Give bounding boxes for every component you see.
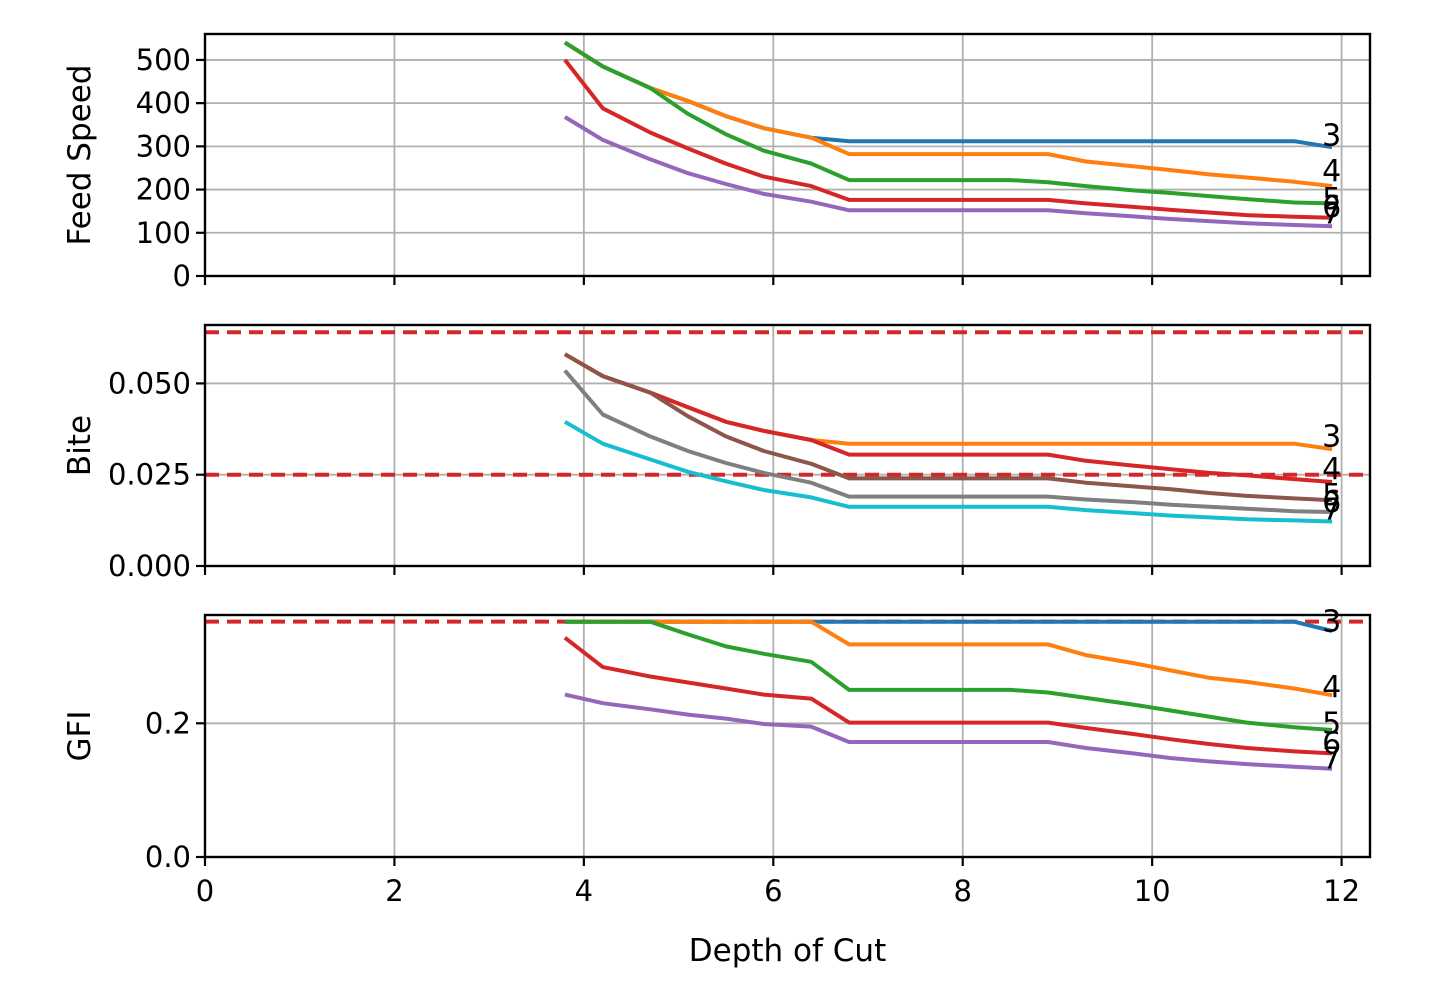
- gfi-end-label-4: 4: [1322, 670, 1341, 705]
- bite-series-7-line: [563, 420, 1333, 524]
- bite-series: [563, 352, 1333, 524]
- feed-speed-y-tick-label: 300: [136, 129, 191, 163]
- x-tick-label: 4: [575, 874, 593, 908]
- feed-speed-series-6-line: [563, 58, 1333, 220]
- feed-speed-end-label-4: 4: [1322, 154, 1341, 189]
- feed-speed-y-tick-label: 400: [136, 86, 191, 120]
- gfi-ticks: 0 2 4 6 8 10 12 0.0 0.2: [145, 706, 1360, 908]
- feed-speed-axes-frame: [203, 32, 1372, 278]
- x-tick-label: 0: [196, 874, 214, 908]
- bite-y-tick-label: 0.050: [108, 366, 191, 400]
- x-tick-label: 10: [1134, 874, 1171, 908]
- bite-reference-lines: [205, 330, 1370, 477]
- bite-series-6-line: [563, 369, 1333, 514]
- gfi-y-tick-label: 0.2: [145, 706, 191, 740]
- feed-speed-y-tick-label: 0: [173, 259, 191, 293]
- x-tick-label: 6: [764, 874, 782, 908]
- bite-ticks: 0.000 0.025 0.050: [108, 366, 1343, 583]
- gfi-y-axis-label: GFI: [62, 711, 98, 762]
- gfi-series-4-line: [564, 619, 1333, 698]
- feed-speed-end-label-7: 7: [1322, 196, 1341, 231]
- feed-speed-end-label-6: 6: [1322, 190, 1341, 225]
- feed-speed-series-4-line: [563, 40, 1333, 189]
- bite-y-tick-label: 0.000: [108, 549, 191, 583]
- feed-speed-y-axis-label: Feed Speed: [62, 65, 98, 246]
- gfi-end-label-3: 3: [1322, 605, 1341, 640]
- feed-speed-y-tick-label: 100: [136, 216, 191, 250]
- gfi-series-7-line: [564, 692, 1333, 771]
- bite-end-label-3: 3: [1322, 419, 1341, 454]
- bite-end-label-4: 4: [1322, 452, 1341, 487]
- x-axis-label: Depth of Cut: [689, 933, 886, 969]
- gfi-end-label-7: 7: [1322, 742, 1341, 777]
- bite-series-5-line: [563, 352, 1333, 503]
- x-tick-label: 8: [953, 874, 971, 908]
- bite-y-axis-label: Bite: [62, 415, 98, 476]
- feed-speed-end-label-5: 5: [1322, 182, 1341, 217]
- gfi-axes-frame: [203, 613, 1372, 859]
- feed-speed-y-tick-label: 500: [136, 43, 191, 77]
- gfi-end-label-5: 5: [1322, 706, 1341, 741]
- gfi-end-label-6: 6: [1322, 726, 1341, 761]
- x-tick-label: 2: [385, 874, 403, 908]
- feed-speed-end-label-3: 3: [1322, 119, 1341, 154]
- x-tick-label: 12: [1323, 874, 1360, 908]
- bite-end-label-5: 5: [1322, 478, 1341, 513]
- bite-end-label-6: 6: [1322, 485, 1341, 520]
- feed-speed-ticks: 0 100 200 300 400 500: [136, 43, 1343, 293]
- bite-axes-frame: [203, 323, 1372, 568]
- feed-speed-series-5-line: [563, 40, 1333, 206]
- bite-series-4-line: [563, 352, 1333, 484]
- bite-y-tick-label: 0.025: [108, 458, 191, 492]
- gfi-series-5-line: [564, 619, 1333, 732]
- bite-end-label-7: 7: [1322, 492, 1341, 527]
- gfi-series-6-line: [563, 636, 1333, 756]
- feed-speed-series-7-line: [563, 115, 1333, 229]
- gfi-series: [563, 619, 1333, 771]
- feed-speed-series: [563, 40, 1333, 229]
- gfi-y-tick-label: 0.0: [145, 840, 191, 874]
- feed-speed-y-tick-label: 200: [136, 173, 191, 207]
